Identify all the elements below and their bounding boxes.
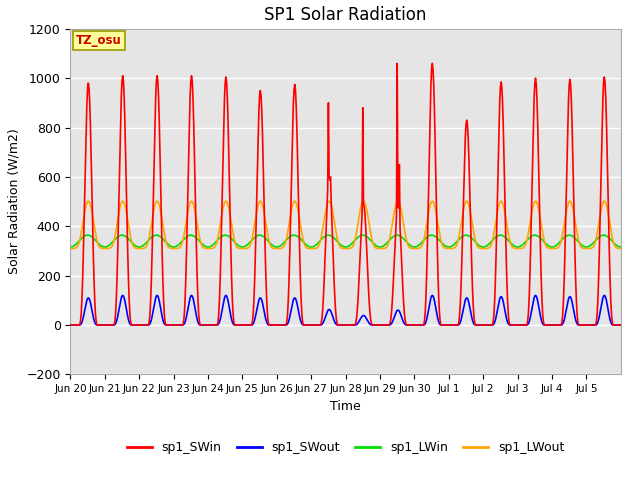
- Legend: sp1_SWin, sp1_SWout, sp1_LWin, sp1_LWout: sp1_SWin, sp1_SWout, sp1_LWin, sp1_LWout: [122, 436, 570, 459]
- sp1_LWin: [433, 235, 441, 241]
- sp1_LWout: [281, 242, 289, 248]
- sp1_SWout: [433, 313, 441, 319]
- sp1_LWin: [281, 239, 289, 245]
- sp1_SWin: [280, 322, 288, 328]
- sp1_LWin: [233, 241, 241, 247]
- sp1_SWin: [131, 322, 139, 328]
- sp1_SWout: [119, 292, 127, 298]
- sp1_SWin: [394, 60, 401, 66]
- sp1_SWout: [233, 322, 241, 328]
- sp1_LWout: [433, 217, 441, 223]
- sp1_SWout: [403, 322, 410, 328]
- Line: sp1_LWin: sp1_LWin: [70, 235, 620, 247]
- sp1_SWout: [260, 307, 268, 313]
- Title: SP1 Solar Radiation: SP1 Solar Radiation: [264, 6, 427, 24]
- sp1_LWout: [260, 209, 268, 215]
- sp1_LWin: [67, 244, 74, 250]
- sp1_LWout: [403, 237, 410, 243]
- sp1_LWout: [233, 244, 241, 250]
- sp1_LWin: [616, 244, 624, 250]
- sp1_LWin: [132, 243, 140, 249]
- sp1_LWout: [222, 198, 230, 204]
- sp1_LWout: [131, 245, 139, 251]
- Line: sp1_LWout: sp1_LWout: [70, 201, 620, 249]
- sp1_SWin: [433, 246, 441, 252]
- sp1_SWout: [132, 322, 140, 328]
- sp1_LWin: [84, 232, 92, 238]
- sp1_SWout: [281, 322, 289, 328]
- sp1_LWout: [616, 246, 624, 252]
- Y-axis label: Solar Radiation (W/m2): Solar Radiation (W/m2): [8, 129, 20, 275]
- Line: sp1_SWout: sp1_SWout: [70, 295, 620, 325]
- sp1_LWin: [260, 234, 268, 240]
- Text: TZ_osu: TZ_osu: [76, 35, 122, 48]
- X-axis label: Time: Time: [330, 400, 361, 413]
- sp1_SWout: [616, 322, 624, 328]
- sp1_SWin: [67, 322, 74, 328]
- Line: sp1_SWin: sp1_SWin: [70, 63, 620, 325]
- sp1_LWout: [67, 246, 74, 252]
- sp1_SWout: [67, 322, 74, 328]
- sp1_SWin: [232, 322, 240, 328]
- sp1_SWin: [259, 159, 267, 165]
- sp1_SWin: [616, 322, 624, 328]
- sp1_SWin: [403, 322, 410, 328]
- sp1_LWin: [403, 239, 410, 245]
